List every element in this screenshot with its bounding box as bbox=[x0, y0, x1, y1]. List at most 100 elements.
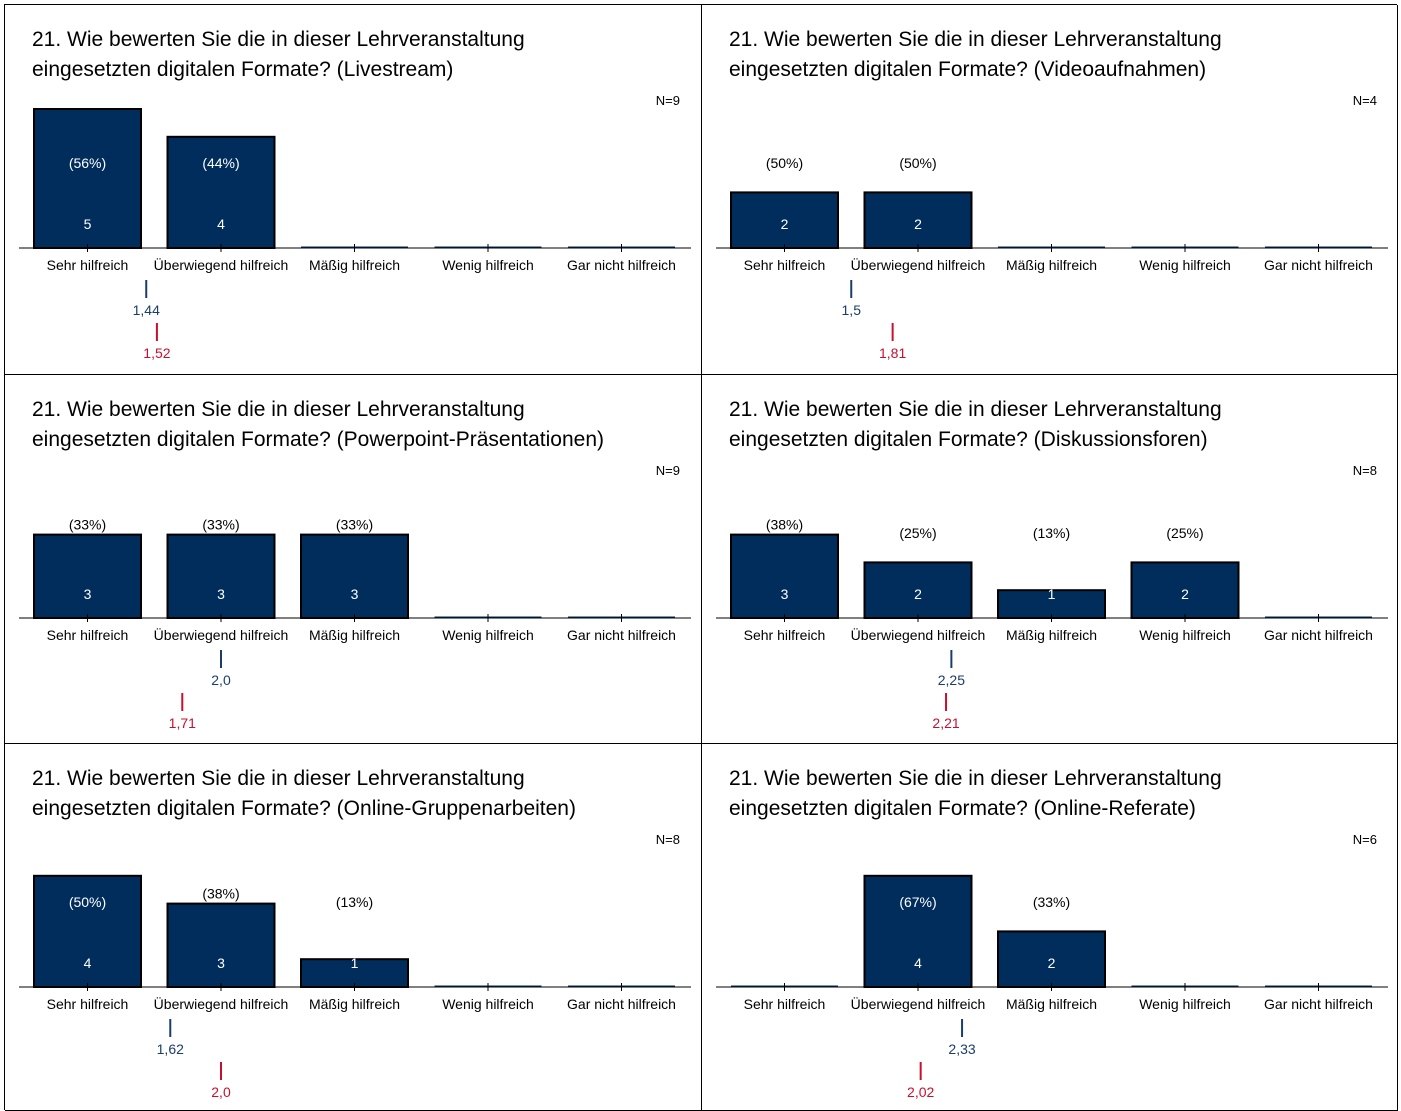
percent-label: (25%) bbox=[899, 525, 936, 541]
count-label: 2 bbox=[914, 216, 922, 232]
count-label: 2 bbox=[1181, 586, 1189, 602]
category-label: Wenig hilfreich bbox=[442, 627, 534, 643]
category-label: Sehr hilfreich bbox=[744, 257, 826, 273]
category-label: Gar nicht hilfreich bbox=[567, 257, 676, 273]
category-label: Mäßig hilfreich bbox=[309, 257, 400, 273]
category-label: Gar nicht hilfreich bbox=[567, 627, 676, 643]
percent-label: (33%) bbox=[69, 517, 106, 533]
chart-panel-livestream: 21. Wie bewerten Sie die in dieser Lehrv… bbox=[5, 5, 702, 375]
category-label: Sehr hilfreich bbox=[47, 627, 129, 643]
count-label: 3 bbox=[217, 955, 225, 971]
category-label: Wenig hilfreich bbox=[442, 996, 534, 1012]
mean-label: 1,62 bbox=[157, 1041, 184, 1057]
category-label: Sehr hilfreich bbox=[744, 996, 826, 1012]
chart-grid: 21. Wie bewerten Sie die in dieser Lehrv… bbox=[4, 4, 1398, 1111]
mean-label: 2,33 bbox=[948, 1041, 975, 1057]
chart-title: 21. Wie bewerten Sie die in dieser Lehrv… bbox=[32, 767, 576, 820]
category-label: Gar nicht hilfreich bbox=[567, 996, 676, 1012]
bar bbox=[33, 108, 142, 249]
count-label: 4 bbox=[914, 955, 922, 971]
n-label: N=6 bbox=[1353, 832, 1377, 847]
mean-label: 1,5 bbox=[842, 302, 862, 318]
n-label: N=8 bbox=[1353, 463, 1377, 478]
bar bbox=[863, 874, 973, 988]
count-label: 4 bbox=[217, 216, 225, 232]
bar bbox=[730, 191, 839, 249]
n-label: N=8 bbox=[656, 832, 680, 847]
count-label: 2 bbox=[781, 216, 789, 232]
percent-label: (25%) bbox=[1166, 525, 1203, 541]
percent-label: (33%) bbox=[1033, 894, 1070, 910]
chart-svg: N=8 (50%) 4 Sehr hilfreich (38%) 3 Überwiegend… bbox=[19, 832, 691, 1100]
percent-label: (50%) bbox=[766, 155, 803, 171]
category-label: Überwiegend hilfreich bbox=[154, 626, 289, 643]
chart-panel-gruppenarbeiten: 21. Wie bewerten Sie die in dieser Lehrv… bbox=[5, 744, 702, 1111]
count-label: 1 bbox=[1048, 586, 1056, 602]
count-label: 2 bbox=[914, 586, 922, 602]
category-label: Sehr hilfreich bbox=[47, 996, 129, 1012]
ref-mean-label: 2,0 bbox=[211, 1084, 231, 1100]
chart-title: 21. Wie bewerten Sie die in dieser Lehrv… bbox=[729, 398, 1222, 451]
ref-mean-label: 1,71 bbox=[169, 715, 196, 731]
category-label: Überwiegend hilfreich bbox=[851, 626, 986, 643]
chart-title: 21. Wie bewerten Sie die in dieser Lehrv… bbox=[32, 28, 525, 81]
category-label: Mäßig hilfreich bbox=[1006, 257, 1097, 273]
category-label: Überwiegend hilfreich bbox=[154, 995, 289, 1012]
percent-label: (50%) bbox=[69, 894, 106, 910]
count-label: 3 bbox=[781, 586, 789, 602]
percent-label: (67%) bbox=[899, 894, 936, 910]
percent-label: (50%) bbox=[899, 155, 936, 171]
chart-title: 21. Wie bewerten Sie die in dieser Lehrv… bbox=[32, 398, 604, 451]
category-label: Sehr hilfreich bbox=[744, 627, 826, 643]
bar bbox=[863, 561, 973, 619]
chart-svg: N=9 (56%) 5 Sehr hilfreich (44%) 4 Überwiegend… bbox=[19, 93, 691, 361]
percent-label: (56%) bbox=[69, 155, 106, 171]
percent-label: (44%) bbox=[202, 155, 239, 171]
category-label: Wenig hilfreich bbox=[1139, 257, 1231, 273]
count-label: 1 bbox=[351, 955, 359, 971]
category-label: Mäßig hilfreich bbox=[309, 627, 400, 643]
chart-panel-powerpoint: 21. Wie bewerten Sie die in dieser Lehrv… bbox=[5, 375, 702, 744]
category-label: Wenig hilfreich bbox=[1139, 996, 1231, 1012]
n-label: N=9 bbox=[656, 93, 680, 108]
ref-mean-label: 2,02 bbox=[907, 1084, 934, 1100]
bar bbox=[300, 533, 409, 620]
category-label: Wenig hilfreich bbox=[442, 257, 534, 273]
count-label: 5 bbox=[84, 216, 92, 232]
category-label: Gar nicht hilfreich bbox=[1264, 627, 1373, 643]
category-label: Überwiegend hilfreich bbox=[851, 256, 986, 273]
category-label: Gar nicht hilfreich bbox=[1264, 257, 1373, 273]
chart-panel-videoaufnahmen: 21. Wie bewerten Sie die in dieser Lehrv… bbox=[702, 5, 1398, 375]
chart-title: 21. Wie bewerten Sie die in dieser Lehrv… bbox=[729, 28, 1222, 81]
count-label: 3 bbox=[217, 586, 225, 602]
percent-label: (38%) bbox=[202, 886, 239, 902]
n-label: N=4 bbox=[1353, 93, 1377, 108]
mean-label: 1,44 bbox=[133, 302, 160, 318]
chart-panel-diskussionsforen: 21. Wie bewerten Sie die in dieser Lehrv… bbox=[702, 375, 1398, 744]
category-label: Überwiegend hilfreich bbox=[154, 256, 289, 273]
category-label: Mäßig hilfreich bbox=[1006, 996, 1097, 1012]
bar bbox=[33, 533, 142, 620]
category-label: Gar nicht hilfreich bbox=[1264, 996, 1373, 1012]
bar bbox=[1130, 561, 1240, 619]
bar bbox=[997, 930, 1106, 988]
chart-svg: N=6 Sehr hilfreich (67%) 4 Überwiegend hilfr… bbox=[716, 832, 1388, 1100]
chart-title: 21. Wie bewerten Sie die in dieser Lehrv… bbox=[729, 767, 1222, 820]
category-label: Mäßig hilfreich bbox=[309, 996, 400, 1012]
chart-svg: N=9 (33%) 3 Sehr hilfreich (33%) 3 Überwiegend… bbox=[19, 463, 691, 731]
count-label: 4 bbox=[84, 955, 92, 971]
ref-mean-label: 2,21 bbox=[932, 715, 959, 731]
percent-label: (13%) bbox=[1033, 525, 1070, 541]
ref-mean-label: 1,81 bbox=[879, 345, 906, 361]
count-label: 3 bbox=[351, 586, 359, 602]
category-label: Überwiegend hilfreich bbox=[851, 995, 986, 1012]
chart-panel-referate: 21. Wie bewerten Sie die in dieser Lehrv… bbox=[702, 744, 1398, 1111]
bar bbox=[33, 874, 142, 988]
n-label: N=9 bbox=[656, 463, 680, 478]
bar bbox=[166, 135, 276, 249]
bar bbox=[863, 191, 973, 249]
percent-label: (33%) bbox=[202, 517, 239, 533]
chart-svg: N=4 (50%) 2 Sehr hilfreich (50%) 2 Überwiegend… bbox=[716, 93, 1388, 361]
mean-label: 2,0 bbox=[211, 672, 231, 688]
percent-label: (38%) bbox=[766, 517, 803, 533]
